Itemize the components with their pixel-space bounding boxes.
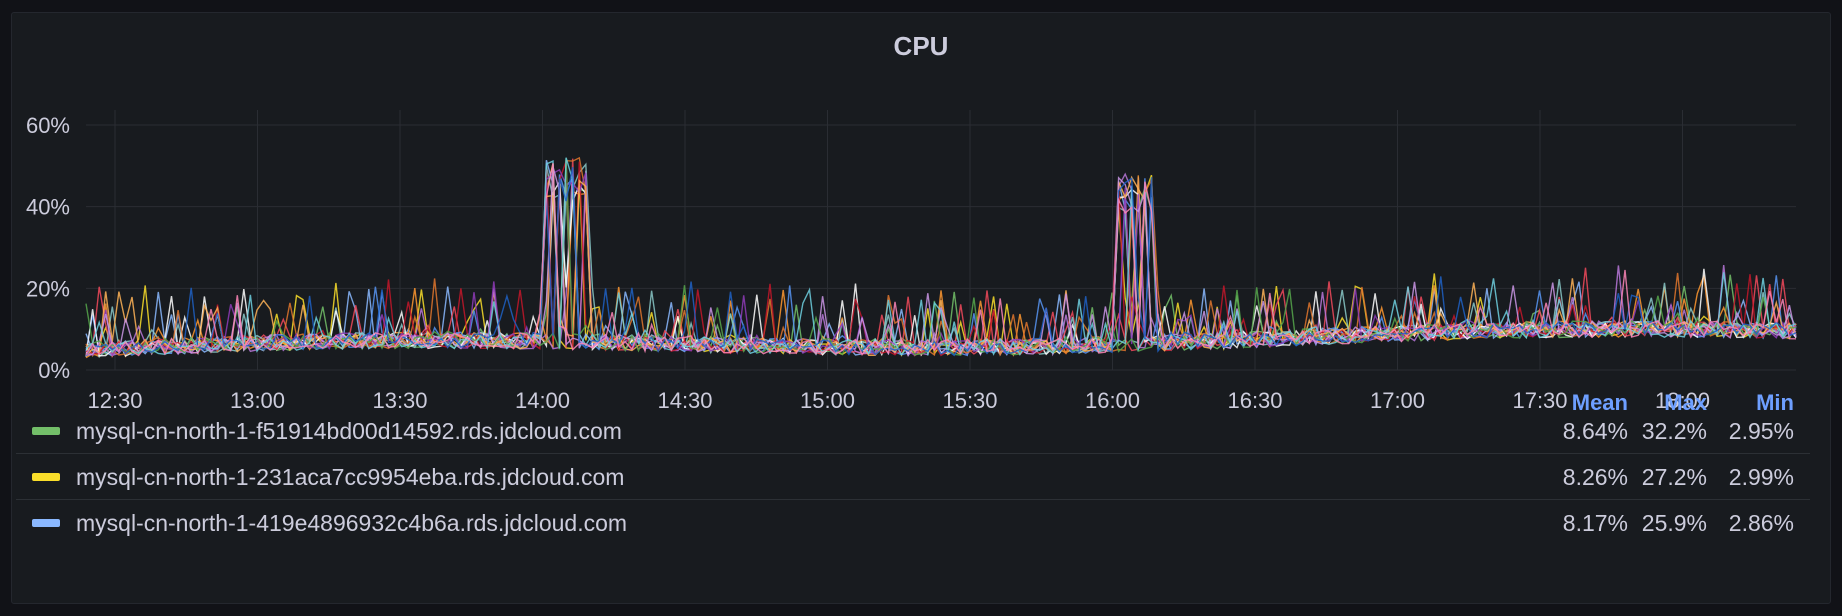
y-tick-label: 20% bbox=[26, 276, 70, 301]
series-line bbox=[85, 158, 1797, 356]
cpu-chart[interactable]: 0% 20% 40% 60% 12:30 13:00 13:30 14:00 14:30 15:… bbox=[0, 0, 1842, 420]
y-axis-ticks: 0% 20% 40% 60% bbox=[26, 113, 70, 383]
legend-series-name[interactable]: mysql-cn-north-1-f51914bd00d14592.rds.jd… bbox=[76, 418, 622, 444]
x-tick-label: 16:30 bbox=[1227, 388, 1282, 413]
x-tick-label: 18:00 bbox=[1655, 388, 1710, 413]
panel-title: CPU bbox=[893, 31, 949, 61]
legend-swatch bbox=[32, 427, 60, 435]
cpu-panel: CPU bbox=[11, 12, 1831, 604]
legend-series-name[interactable]: mysql-cn-north-1-231aca7cc9954eba.rds.jd… bbox=[76, 464, 625, 490]
x-tick-label: 17:30 bbox=[1512, 388, 1567, 413]
series-line bbox=[85, 163, 1797, 357]
legend-max: 25.9% bbox=[1641, 510, 1707, 536]
x-tick-label: 14:00 bbox=[515, 388, 570, 413]
x-tick-label: 13:30 bbox=[372, 388, 427, 413]
y-tick-label: 60% bbox=[26, 113, 70, 138]
legend-col-min[interactable]: Min bbox=[1756, 390, 1794, 415]
legend-col-max[interactable]: Max bbox=[1664, 390, 1707, 415]
legend-min: 2.95% bbox=[1728, 418, 1794, 444]
legend-swatch bbox=[32, 473, 60, 481]
legend-min: 2.86% bbox=[1728, 510, 1794, 536]
series-line bbox=[85, 156, 1797, 357]
series-line bbox=[85, 160, 1797, 357]
x-tick-label: 13:00 bbox=[230, 388, 285, 413]
y-tick-label: 40% bbox=[26, 195, 70, 220]
legend-series-name[interactable]: mysql-cn-north-1-419e4896932c4b6a.rds.jd… bbox=[76, 510, 628, 536]
x-tick-label: 17:00 bbox=[1370, 388, 1425, 413]
legend-row[interactable]: mysql-cn-north-1-419e4896932c4b6a.rds.jd… bbox=[16, 500, 1810, 546]
legend-max: 27.2% bbox=[1641, 464, 1707, 490]
y-tick-label: 0% bbox=[38, 358, 70, 383]
legend-max: 32.2% bbox=[1641, 418, 1707, 444]
x-axis-ticks: 12:30 13:00 13:30 14:00 14:30 15:00 15:30 16:00… bbox=[87, 388, 1710, 413]
chart-series-lines bbox=[85, 156, 1797, 359]
legend-mean: 8.26% bbox=[1562, 464, 1628, 490]
legend-mean: 8.64% bbox=[1562, 418, 1628, 444]
x-tick-label: 12:30 bbox=[87, 388, 142, 413]
legend-row[interactable]: mysql-cn-north-1-231aca7cc9954eba.rds.jd… bbox=[16, 454, 1810, 500]
legend-min: 2.99% bbox=[1728, 464, 1794, 490]
legend-col-mean[interactable]: Mean bbox=[1571, 390, 1628, 415]
chart-grid bbox=[86, 110, 1796, 371]
x-tick-label: 15:30 bbox=[942, 388, 997, 413]
x-tick-label: 16:00 bbox=[1085, 388, 1140, 413]
legend-row[interactable]: mysql-cn-north-1-f51914bd00d14592.rds.jd… bbox=[16, 408, 1810, 454]
legend-mean: 8.17% bbox=[1562, 510, 1628, 536]
legend-header: Mean Max Min bbox=[16, 390, 1810, 422]
legend-swatch bbox=[32, 519, 60, 527]
x-tick-label: 15:00 bbox=[800, 388, 855, 413]
x-tick-label: 14:30 bbox=[657, 388, 712, 413]
